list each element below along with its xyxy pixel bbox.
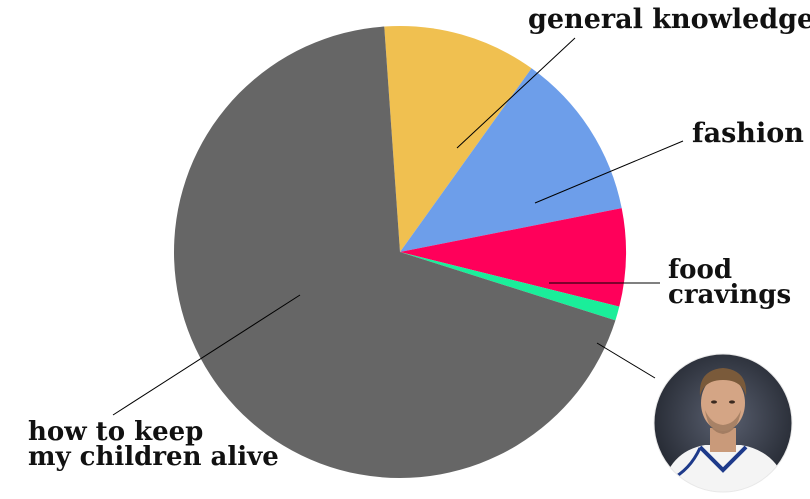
pie-slices <box>174 25 627 478</box>
portrait-photo <box>653 353 793 493</box>
pie-slice-4 <box>174 26 616 478</box>
slice-label-1-line-0: fashion <box>692 118 804 149</box>
slice-label-0: general knowledge <box>528 4 810 35</box>
pie-slice-0 <box>384 25 532 252</box>
pie-slice-1 <box>400 68 622 253</box>
leader-line-0 <box>456 37 576 149</box>
pie-slice-2 <box>400 208 627 307</box>
slice-labels: general knowledge fashion food cravings how … <box>28 4 810 472</box>
slice-label-4-line-1: my children alive <box>28 442 279 472</box>
leader-lines <box>112 37 684 416</box>
slice-label-4: how to keep my children alive <box>28 417 279 472</box>
pie-slice-3 <box>400 252 620 321</box>
slice-label-2: food cravings <box>668 255 791 310</box>
leader-line-1 <box>534 140 684 204</box>
slice-label-1: fashion <box>692 118 804 149</box>
leader-line-4 <box>112 294 301 416</box>
slice-label-0-line-0: general knowledge <box>528 4 810 35</box>
slice-label-2-line-1: cravings <box>668 280 791 310</box>
leader-line-3 <box>596 342 656 379</box>
slice-label-2-line-0: food <box>668 255 732 285</box>
slice-label-4-line-0: how to keep <box>28 417 203 447</box>
